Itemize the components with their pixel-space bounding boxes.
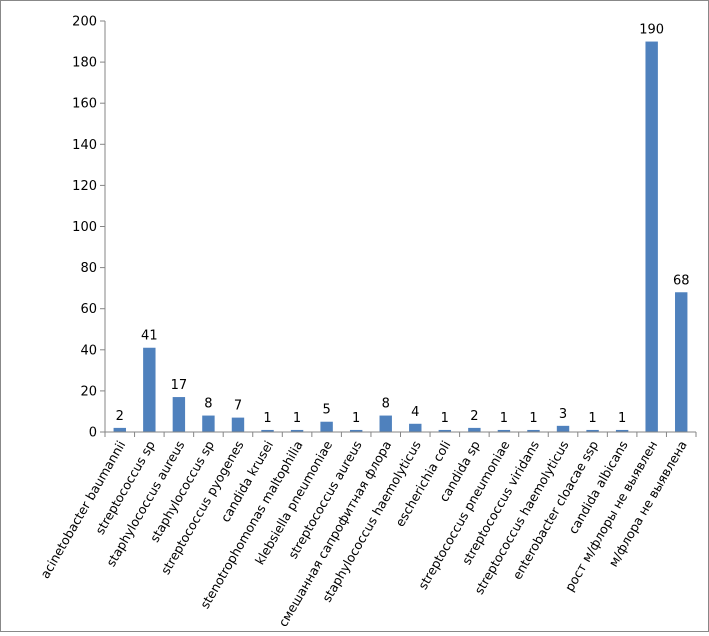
data-label: 8 [382,397,390,412]
bar [143,347,156,432]
bar [261,429,274,432]
y-tick-label: 140 [72,138,97,153]
data-label: 1 [293,411,301,426]
bar [379,415,392,432]
bar [527,429,540,432]
bar [645,41,658,433]
bar [202,415,215,432]
data-label: 41 [141,329,158,344]
bar [497,429,511,432]
data-label: 1 [352,411,360,426]
bar [468,427,481,432]
data-label: 2 [470,409,478,424]
bar [586,429,599,432]
data-label: 1 [263,411,271,426]
y-tick-label: 20 [80,384,97,399]
data-label: 17 [171,378,188,393]
bar [172,397,186,432]
bar [290,429,304,432]
data-label: 1 [441,411,449,426]
bar [615,429,629,432]
data-label: 5 [322,403,330,418]
y-tick-label: 180 [72,56,97,71]
data-label: 68 [673,273,690,288]
bar [231,417,245,432]
bar [349,429,363,432]
data-label: 7 [234,399,242,414]
y-tick-label: 100 [72,220,97,235]
y-tick-label: 120 [72,179,97,194]
bar [320,421,333,432]
y-tick-label: 60 [80,302,97,317]
data-label: 1 [529,411,537,426]
data-label: 2 [116,409,124,424]
data-label: 3 [559,407,567,422]
y-axis: 0 20 40 60 80 100 120 140 160 180 200 [72,15,106,441]
bar [438,429,452,432]
data-label: 1 [618,411,626,426]
bar [409,423,422,432]
data-label: 1 [500,411,508,426]
bar [113,427,126,432]
data-label: 4 [411,405,419,420]
data-label: 1 [588,411,596,426]
y-tick-label: 200 [72,15,97,30]
data-label: 190 [639,23,664,38]
bar [556,425,570,432]
y-tick-label: 0 [89,426,97,441]
y-tick-label: 40 [80,343,97,358]
bar [675,292,688,432]
y-tick-label: 80 [80,261,97,276]
data-label: 8 [204,397,212,412]
y-tick-label: 160 [72,97,97,112]
